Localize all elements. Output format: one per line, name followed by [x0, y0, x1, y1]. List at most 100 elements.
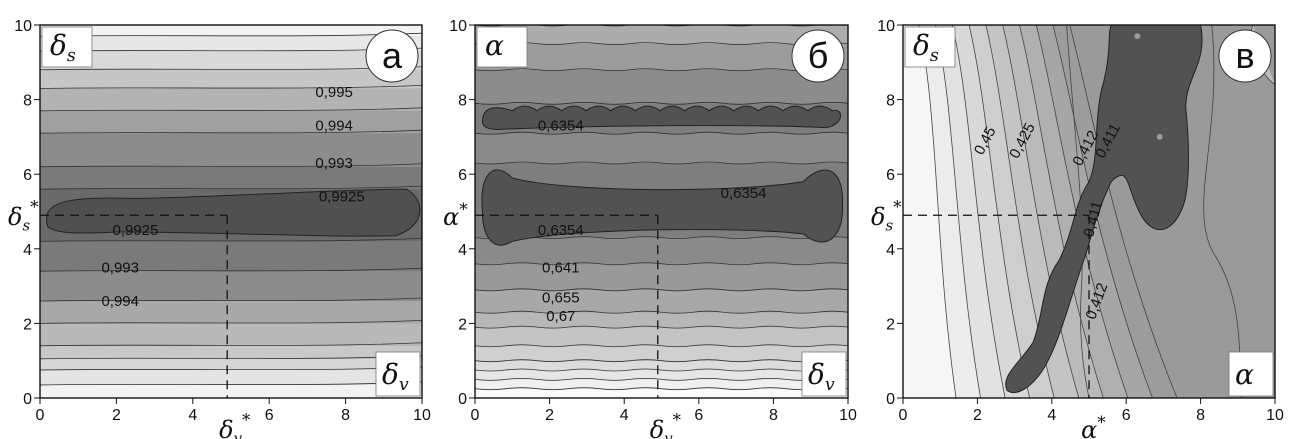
y-tick-label: 0	[458, 391, 467, 408]
y-tick-label: 6	[886, 167, 895, 184]
contour-band	[40, 25, 422, 37]
contour-band	[40, 241, 422, 272]
contour-band	[40, 51, 422, 70]
contour-line	[475, 101, 848, 105]
contour-line	[475, 359, 848, 363]
optimum-hole	[1134, 33, 1141, 40]
y-tick-label: 10	[877, 18, 895, 35]
contour-band	[475, 379, 848, 389]
contour-band	[475, 327, 848, 346]
optimum-region-main	[481, 169, 843, 246]
contour-label: 0,67	[546, 308, 575, 325]
contour-label: 0,6354	[538, 118, 584, 135]
contour-line	[475, 325, 848, 329]
contour-line	[40, 366, 422, 371]
x-tick-label: 6	[694, 407, 703, 424]
corner-box-x	[801, 351, 847, 397]
contour-line	[475, 161, 848, 165]
x-tick-label: 8	[341, 407, 350, 424]
contour-band	[40, 110, 422, 134]
optimum-y-label: δs*	[871, 197, 902, 235]
optimum-hole	[1156, 133, 1163, 140]
x-tick-label: 4	[620, 407, 629, 424]
contour-bands	[40, 25, 422, 398]
x-axis-ticks: 0 2 4 6 8 10	[471, 398, 857, 424]
y-tick-label: 10	[14, 18, 32, 35]
optimum-marker	[903, 214, 1090, 398]
contour-line	[475, 344, 848, 348]
contour-band	[475, 289, 848, 313]
x-tick-label: 6	[265, 407, 274, 424]
contour-line	[40, 267, 422, 272]
contour-band	[40, 384, 422, 398]
x-tick-label: 4	[188, 407, 197, 424]
contour-line	[40, 163, 422, 168]
contour-label: 0,994	[101, 293, 139, 310]
x-axis-ticks: 0 2 4 6 8 10	[899, 398, 1284, 424]
corner-label-x-text: α	[1235, 358, 1254, 391]
optimum-region	[1005, 25, 1203, 393]
contour-band	[40, 323, 422, 346]
badge-circle	[365, 29, 419, 83]
contour-band	[475, 133, 848, 164]
corner-label-y-text: δs	[50, 29, 76, 66]
corner-label-y: δs	[50, 29, 76, 66]
badge-letter: а	[382, 35, 403, 76]
corner-box-y	[476, 26, 528, 68]
contour-label: 0,993	[101, 259, 139, 276]
x-tick-label: 0	[899, 407, 908, 424]
badge-circle	[791, 29, 845, 83]
corner-label-x-text: δv	[382, 358, 409, 395]
contour-label: 0,9925	[113, 222, 159, 239]
optimum-y-label-text: δs*	[871, 197, 902, 235]
contour-line	[475, 377, 848, 381]
corner-box-y	[41, 26, 93, 68]
plot-border	[474, 24, 849, 399]
contour-band	[475, 263, 848, 290]
x-tick-label: 10	[1266, 407, 1284, 424]
x-axis-ticks: 0 2 4 6 8 10	[36, 398, 431, 424]
panel-letter-badge: а	[365, 29, 419, 83]
y-tick-label: 6	[23, 167, 32, 184]
contour-band	[475, 370, 848, 380]
contour-line	[475, 42, 848, 46]
corner-label-x-text: δv	[808, 358, 835, 395]
badge-letter: в	[1235, 35, 1254, 76]
contour-line	[475, 262, 848, 266]
contour-line	[475, 68, 848, 72]
contour-band	[40, 370, 422, 385]
plot-border	[39, 24, 423, 399]
contour-band	[40, 166, 422, 190]
x-tick-label: 2	[545, 407, 554, 424]
contour-line	[40, 129, 422, 134]
corner-label-y: δs	[913, 29, 939, 66]
contour-line	[475, 236, 848, 240]
optimum-y-label: α*	[443, 199, 468, 231]
y-tick-label: 0	[23, 391, 32, 408]
optimum-region	[46, 188, 421, 237]
y-tick-label: 6	[458, 167, 467, 184]
badge-circle	[1218, 29, 1272, 83]
contour-band	[40, 69, 422, 89]
corner-label-y-text: δs	[913, 29, 939, 66]
optimum-y-label-text: δs*	[8, 197, 39, 235]
corner-label-y-text: α	[485, 29, 504, 62]
contour-band	[40, 133, 422, 167]
contour-line	[40, 85, 422, 89]
optimum-x-label-text: δv*	[650, 409, 682, 439]
x-tick-label: 0	[36, 407, 45, 424]
corner-box-y	[904, 26, 956, 68]
contour-lines	[40, 25, 422, 386]
contour-line	[40, 381, 422, 386]
y-tick-label: 4	[23, 242, 32, 259]
x-tick-label: 6	[1122, 407, 1131, 424]
y-tick-label: 2	[886, 316, 895, 333]
plot-area	[40, 25, 422, 398]
contour-band	[475, 25, 848, 44]
contour-band	[475, 388, 848, 398]
y-tick-label: 2	[23, 316, 32, 333]
y-tick-label: 10	[449, 18, 467, 35]
contour-line	[475, 310, 848, 314]
contour-line	[40, 297, 422, 302]
